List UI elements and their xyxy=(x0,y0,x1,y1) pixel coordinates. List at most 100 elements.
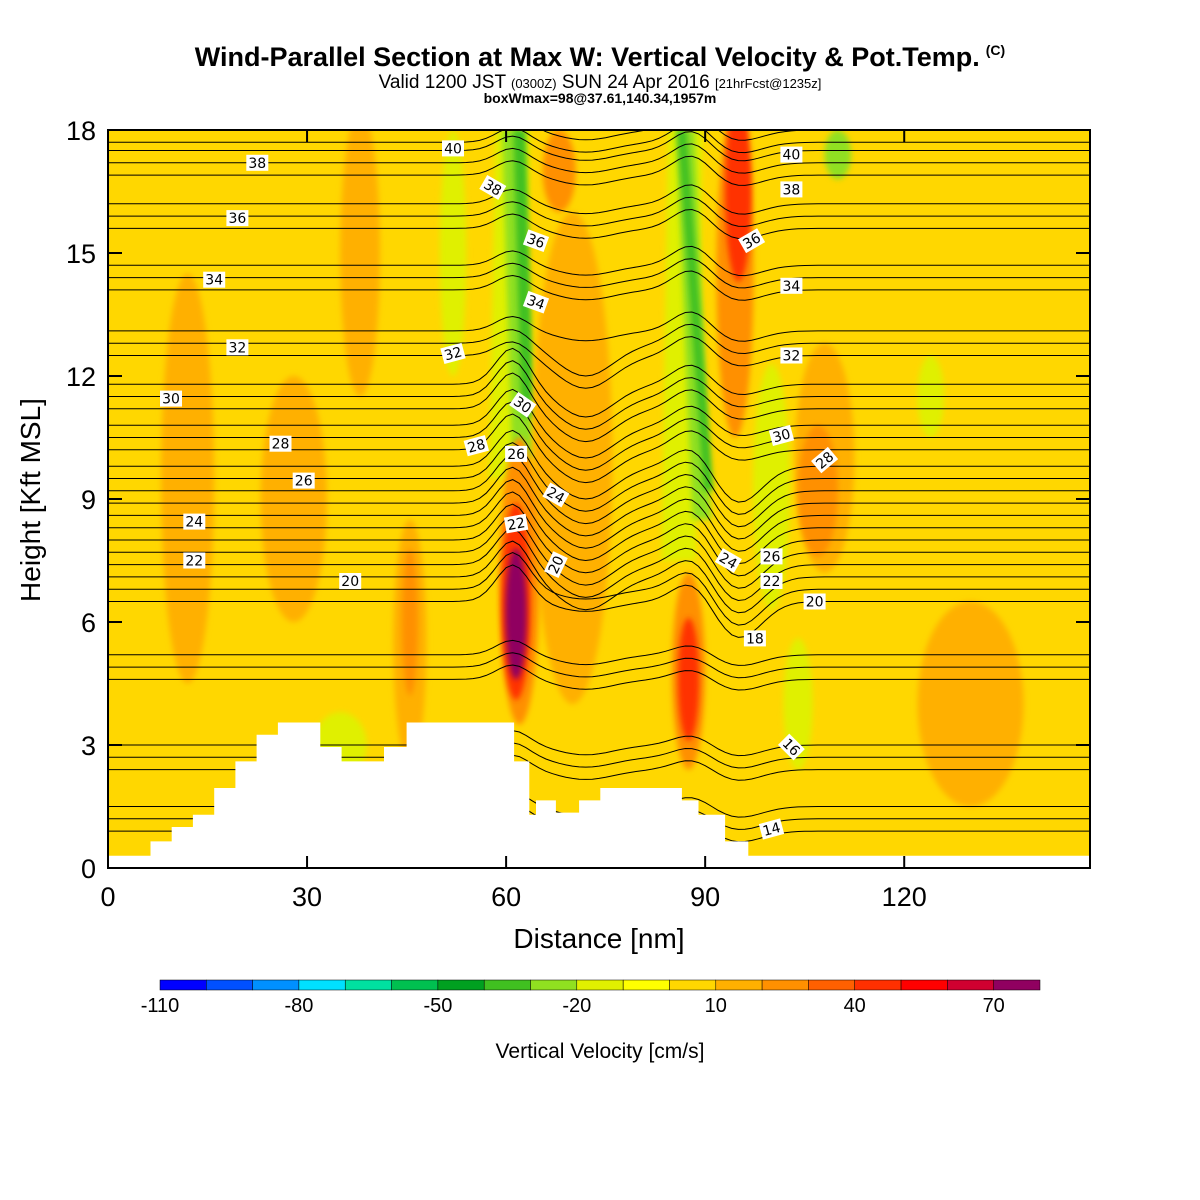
colorbar-title: Vertical Velocity [cm/s] xyxy=(496,1040,705,1063)
theta-label-8: 22 xyxy=(183,552,206,570)
theta-contour-30-1 xyxy=(108,360,1090,430)
theta-label-6: 26 xyxy=(292,472,315,490)
theta-label-text-11: 38 xyxy=(481,177,504,200)
theta-contour-28-2 xyxy=(108,388,1090,459)
w-anomaly-5 xyxy=(917,601,1024,807)
theta-label-bg-1 xyxy=(226,210,249,227)
theta-contour-22-1 xyxy=(108,515,1090,589)
theta-contour-38-1 xyxy=(108,143,1090,174)
w-anomaly-22 xyxy=(505,548,527,680)
theta-label-bg-27 xyxy=(811,446,839,474)
theta-label-32: 18 xyxy=(743,630,766,647)
theta-label-text-13: 34 xyxy=(525,293,547,314)
terrain-mask xyxy=(108,722,1090,868)
colorbar-label-0: -110 xyxy=(141,995,180,1017)
colorbar-swatch-17 xyxy=(947,979,994,991)
theta-label-bg-9 xyxy=(339,573,362,589)
theta-contour-34-1 xyxy=(108,258,1090,289)
title-text: Wind-Parallel Section at Max W: Vertical… xyxy=(194,42,980,72)
theta-label-bg-15 xyxy=(509,391,537,418)
x-tick-label-2: 60 xyxy=(491,882,521,912)
colorbar-label-4: 10 xyxy=(705,995,727,1017)
y-tick-label-4: 12 xyxy=(66,362,96,392)
theta-contour-24-0 xyxy=(108,491,1090,565)
chart-subtitle-box: boxWmax=98@37.61,140.34,1957m xyxy=(483,90,717,106)
y-tick-label-5: 15 xyxy=(66,239,96,269)
theta-contour-30-0 xyxy=(108,372,1090,443)
colorbar-swatch-5 xyxy=(391,979,439,991)
w-band-2 xyxy=(513,130,534,417)
theta-label-24: 34 xyxy=(780,277,803,295)
theta-label-text-18: 24 xyxy=(544,484,568,507)
theta-label-bg-32 xyxy=(743,630,766,647)
theta-contour-30-2 xyxy=(108,347,1090,418)
colorbar-swatch-9 xyxy=(576,979,624,991)
theta-label-7: 24 xyxy=(183,513,206,531)
colorbar-label-3: -20 xyxy=(562,995,591,1017)
theta-contour-34-0 xyxy=(108,270,1090,301)
theta-label-bg-4 xyxy=(160,390,182,407)
theta-contour-32-0 xyxy=(108,336,1090,389)
theta-label-23: 36 xyxy=(738,228,766,254)
w-anomaly-14 xyxy=(752,363,791,610)
theta-label-text-21: 40 xyxy=(782,148,800,164)
theta-label-text-9: 20 xyxy=(341,574,359,590)
colorbar-swatch-18 xyxy=(993,979,1041,991)
chart-subtitle: Valid 1200 JST (0300Z) SUN 24 Apr 2016 [… xyxy=(0,72,1200,94)
theta-label-text-20: 20 xyxy=(546,554,568,577)
w-anomaly-18 xyxy=(824,130,852,180)
w-anomaly-11 xyxy=(401,548,418,696)
w-anomaly-21 xyxy=(725,130,752,282)
theta-label-34: 14 xyxy=(758,818,785,840)
theta-label-text-5: 28 xyxy=(272,437,290,453)
theta-label-16: 28 xyxy=(463,435,489,457)
theta-label-text-10: 40 xyxy=(444,141,462,157)
theta-contour-38-2 xyxy=(108,131,1090,162)
colorbar-swatch-16 xyxy=(900,979,948,991)
theta-label-text-14: 32 xyxy=(443,344,464,364)
theta-contour-labels: 38 36 34 32 30 28 26 24 22 20 40 38 36 34 32 30 28 26 24 22… xyxy=(160,140,839,840)
theta-label-21: 40 xyxy=(780,146,803,164)
theta-contour-22-2 xyxy=(108,503,1090,577)
theta-label-bg-29 xyxy=(714,548,742,573)
theta-label-14: 32 xyxy=(440,342,466,364)
theta-contour-40-0 xyxy=(108,130,1090,154)
colorbar-swatch-7 xyxy=(483,979,531,991)
theta-label-bg-21 xyxy=(780,146,803,163)
theta-label-bg-31 xyxy=(803,593,826,610)
colorbar-label-2: -50 xyxy=(423,995,452,1017)
colorbar-swatch-15 xyxy=(854,979,902,991)
title-mark: (C) xyxy=(985,42,1006,58)
theta-contour-38-0 xyxy=(108,155,1090,186)
theta-label-1: 36 xyxy=(226,210,249,227)
w-anomaly-6 xyxy=(340,130,381,397)
theta-label-0: 38 xyxy=(246,154,269,172)
theta-label-bg-23 xyxy=(738,228,766,254)
subtitle-date: SUN 24 Apr 2016 xyxy=(561,72,710,93)
theta-label-text-28: 26 xyxy=(763,549,781,565)
theta-label-20: 20 xyxy=(544,551,568,578)
colorbar-swatch-12 xyxy=(715,979,763,991)
theta-label-bg-19 xyxy=(503,513,529,534)
theta-label-text-23: 36 xyxy=(740,230,764,253)
theta-label-bg-5 xyxy=(269,435,292,452)
theta-contour-18-1 xyxy=(108,652,1090,679)
theta-label-26: 30 xyxy=(768,424,795,446)
colorbar-swatch-13 xyxy=(761,979,809,991)
theta-label-text-8: 22 xyxy=(185,554,203,570)
theta-contour-24-1 xyxy=(108,479,1090,552)
colorbar-swatch-11 xyxy=(669,979,717,991)
theta-label-text-2: 34 xyxy=(205,273,223,289)
theta-label-28: 26 xyxy=(760,548,783,565)
subtitle-valid: Valid 1200 JST xyxy=(378,72,506,93)
theta-label-bg-26 xyxy=(768,424,795,446)
y-tick-label-1: 3 xyxy=(81,731,96,761)
theta-label-bg-28 xyxy=(760,548,783,565)
theta-contour-36-1 xyxy=(108,196,1090,227)
theta-label-text-6: 26 xyxy=(295,474,313,490)
theta-label-text-17: 26 xyxy=(507,447,525,463)
x-tick-label-0: 0 xyxy=(100,882,115,912)
theta-contour-20-1 xyxy=(108,552,1090,626)
